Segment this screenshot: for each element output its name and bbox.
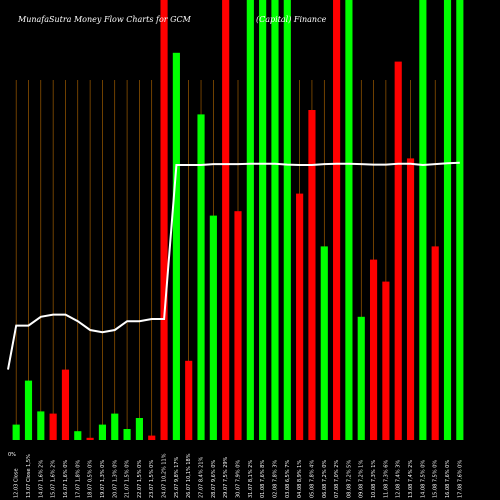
x-label-10: 21.07 1,5% 0% [125, 460, 131, 498]
x-label-21: 01.08 7,6% 8% [260, 460, 266, 498]
bar-30 [369, 259, 378, 440]
bar-20 [246, 0, 254, 440]
x-label-37: 17.08 7,6% 0% [457, 460, 463, 498]
bar-22 [271, 0, 279, 440]
bar-15 [185, 360, 193, 440]
x-label-24: 04.08 8,9% 1% [297, 460, 303, 498]
bar-11 [135, 418, 143, 440]
x-label-18: 29.07 7,5% 29% [223, 456, 229, 498]
bar-2 [24, 380, 33, 440]
bar-31 [382, 281, 390, 440]
x-label-32: 12.08 7,4% 3% [396, 460, 402, 498]
x-label-11: 22.07 1,5% 0% [137, 460, 143, 498]
bar-7 [86, 437, 94, 440]
bar-14 [172, 52, 180, 441]
x-label-5: 16.07 1,6% 0% [63, 460, 69, 498]
bar-19 [234, 211, 242, 440]
bar-25 [308, 110, 316, 440]
x-label-7: 18.07 0,5% 0% [88, 460, 94, 498]
bar-24 [296, 193, 304, 440]
bar-4 [49, 413, 57, 440]
x-label-14: 25.07 9,8% 17% [174, 456, 180, 498]
bars [12, 0, 464, 441]
x-label-6: 17.07 1,8% 0% [75, 460, 81, 498]
x-label-29: 09.08 7,2% 1% [359, 460, 365, 498]
x-label-8: 19.07 1,3% 0% [100, 460, 106, 498]
bar-12 [148, 435, 156, 440]
x-label-12: 23.07 1,5% 0% [149, 460, 155, 498]
x-label-28: 08.08 7,2% 5% [346, 460, 352, 498]
x-label-36: 16.08 7,6% 0% [445, 460, 451, 498]
bar-28 [345, 0, 353, 440]
chart-title-right: (Capital) Finance [256, 15, 327, 24]
x-label-25: 05.08 7,8% 4% [309, 460, 315, 498]
x-label-3: 14.07 1,6% 2% [38, 460, 44, 498]
x-label-15: 26.07 10,1% 18% [186, 453, 192, 498]
bar-17 [209, 215, 217, 440]
x-label-27: 07.08 7,0% 2% [334, 460, 340, 498]
x-label-4: 15.07 1,6% 2% [51, 460, 57, 498]
bar-26 [320, 246, 328, 440]
bar-32 [394, 61, 402, 440]
bar-3 [37, 411, 45, 440]
x-label-2: 13.07 Close 1,5% [26, 454, 32, 498]
x-label-1: 12.03 Close [14, 468, 20, 498]
x-label-13: 24.07 10,2% 11% [162, 453, 168, 498]
bar-10 [123, 429, 131, 440]
money-flow-line-path [7, 161, 460, 370]
bar-9 [111, 413, 119, 440]
bar-8 [98, 424, 107, 440]
x-label-19: 30.07 7,9% 0% [236, 460, 242, 498]
bar-27 [333, 0, 341, 440]
x-label-31: 11.08 7,3% 6% [383, 460, 389, 498]
x-label-30: 10.08 7,3% 1% [371, 460, 377, 498]
bar-21 [259, 0, 267, 440]
bar-35 [431, 246, 439, 440]
bar-1 [12, 424, 20, 440]
money-flow-line [7, 161, 460, 370]
bar-37 [456, 0, 464, 440]
x-label-16: 27.07 8,4% 21% [199, 456, 205, 498]
bar-23 [283, 0, 291, 440]
x-label-33: 13.08 7,4% 2% [408, 460, 414, 498]
bar-29 [357, 316, 365, 440]
bar-34 [419, 0, 427, 440]
bar-6 [74, 431, 82, 440]
bar-36 [443, 0, 452, 440]
x-label-34: 14.08 7,5% 0% [420, 460, 426, 498]
bar-16 [197, 114, 205, 441]
bar-13 [160, 0, 168, 440]
x-label-35: 15.08 7,5% 0% [433, 460, 439, 498]
chart-title-left: MunafaSutra Money Flow Charts for GCM [17, 15, 192, 24]
bar-18 [222, 0, 230, 440]
x-label-23: 03.08 6,5% 7% [285, 460, 291, 498]
x-label-9: 20.07 1,3% 0% [112, 460, 118, 498]
x-label-22: 02.08 7,8% 3% [272, 460, 278, 498]
bar-5 [61, 369, 70, 440]
bar-33 [406, 158, 415, 440]
x-axis-labels: 12.03 Close 13.07 Close 1,5% 14.07 1,6% 2%… [14, 453, 464, 498]
x-label-20: 31.07 8,1% 2% [248, 460, 254, 498]
x-label-26: 06.08 7,2% 0% [322, 460, 328, 498]
x-label-17: 28.07 9,6% 0% [211, 460, 217, 498]
y-tick-label: 0% [8, 452, 16, 458]
